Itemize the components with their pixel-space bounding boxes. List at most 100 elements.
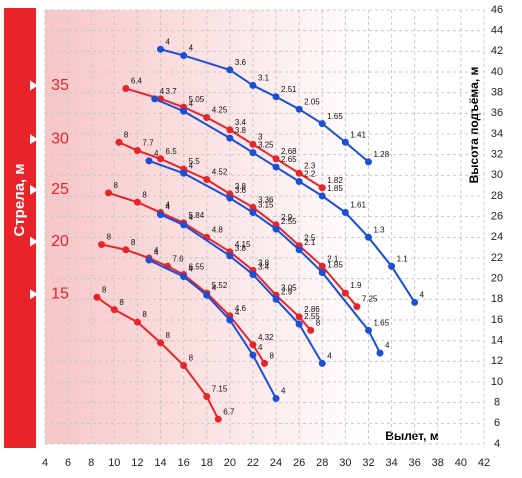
load-label: 2.68 [281,147,297,156]
load-label: 8 [166,331,171,340]
point [157,155,165,163]
point [295,246,303,254]
point [272,163,280,171]
point [341,289,349,297]
x-axis-label: Вылет, м [385,429,439,443]
load-label: 4 [189,265,194,274]
load-label: 4 [154,149,159,158]
point [295,178,303,186]
load-label: 4 [258,343,263,352]
point [203,113,211,121]
point [226,126,234,134]
load-label: 4.52 [212,168,228,177]
point [364,158,372,166]
point [295,320,303,328]
load-label: 5.5 [189,157,201,166]
load-label: 3.8 [258,259,270,268]
y-tick-label: 6 [494,417,500,429]
load-label: 2.9 [281,213,293,222]
point [93,293,101,301]
load-label: 2.5 [304,234,316,243]
y-tick-label: 12 [491,355,503,367]
load-label: 4 [327,352,332,361]
x-tick-label: 30 [339,457,351,469]
point [272,155,280,163]
y-tick-label: 46 [491,4,503,16]
boom-arrow [30,236,38,247]
point [295,105,303,113]
point [272,395,280,403]
boom-arrow [30,134,38,145]
point [249,209,257,217]
point [388,262,396,270]
load-label: 4 [154,248,159,257]
load-label: 4 [235,308,240,317]
point [341,138,349,146]
load-label: 3 [258,132,263,141]
point [180,221,188,229]
point [318,120,326,128]
point [249,271,257,279]
side-title: Стрела, м [11,164,28,237]
load-label: 6.7 [223,407,235,416]
point [261,359,268,367]
point [249,140,257,148]
y-tick-label: 18 [491,293,503,305]
load-label: 3.6 [235,186,247,195]
load-label: 8 [114,181,119,190]
boom-arrow [30,80,38,91]
y-tick-label: 36 [491,107,503,119]
load-label: 4 [212,283,217,292]
load-label: 8 [142,190,147,199]
load-label: 4 [189,44,194,53]
point [411,298,419,306]
x-tick-label: 20 [224,457,236,469]
load-label: 4 [385,341,390,350]
x-tick-label: 8 [88,457,94,469]
load-label: 3.05 [281,283,297,292]
x-tick-label: 14 [154,457,166,469]
point [364,233,372,241]
y-tick-label: 16 [491,314,503,326]
load-label: 1.3 [373,225,385,234]
load-label: 8 [102,285,107,294]
load-label: 2.1 [304,238,316,247]
point [145,157,153,165]
load-label: 6.55 [189,263,205,272]
load-label: 5.84 [189,211,205,220]
load-label: 1.41 [350,130,366,139]
y-tick-label: 26 [491,211,503,223]
x-tick-label: 16 [178,457,190,469]
x-tick-label: 4 [42,457,48,469]
point [249,341,257,349]
load-label: 1.1 [397,254,409,263]
point [376,349,384,357]
boom-label: 30 [51,130,69,147]
point [318,192,326,200]
x-tick-label: 36 [409,457,421,469]
point [133,147,141,155]
load-label: 8 [316,318,321,327]
load-label: 3.8 [235,126,247,135]
boom-arrow [30,289,38,300]
x-tick-label: 12 [131,457,143,469]
load-label: 4 [189,213,194,222]
curve [118,141,358,308]
load-label: 1.9 [350,281,362,290]
load-label: 4 [189,161,194,170]
curve [108,191,312,331]
load-label: 7.6 [172,254,184,263]
load-label: 3.36 [258,195,274,204]
y-axis-label: Высота подъёма, м [467,67,481,184]
load-label: 1.65 [327,112,343,121]
point [353,303,361,311]
y-tick-label: 14 [491,335,503,347]
boom-label: 25 [51,181,69,198]
x-tick-label: 26 [293,457,305,469]
x-tick-label: 24 [270,457,282,469]
x-tick-label: 22 [247,457,259,469]
load-label: 7.25 [362,295,378,304]
x-tick-label: 40 [455,457,467,469]
